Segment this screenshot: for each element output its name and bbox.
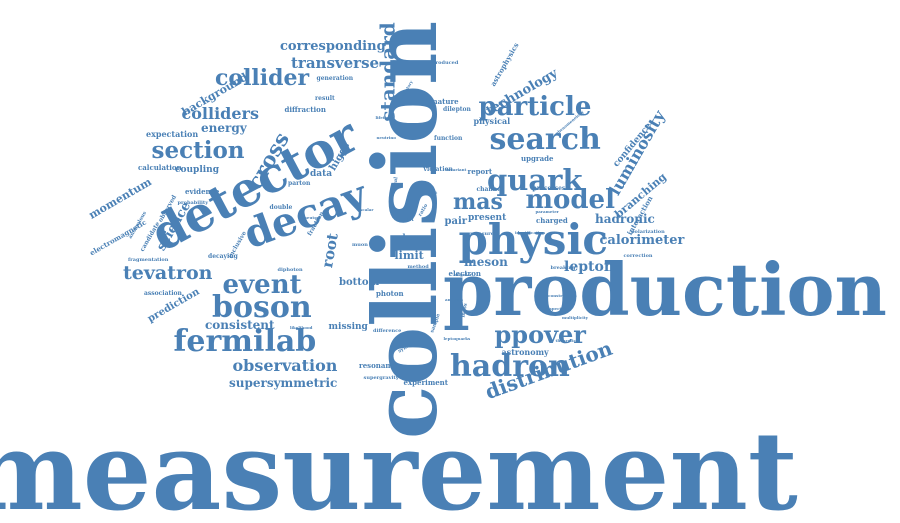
cloud-word-calorimeter: calorimeter bbox=[600, 234, 685, 247]
cloud-word-astrophysics: astrophysics bbox=[489, 41, 520, 87]
cloud-word-generation: generation bbox=[317, 76, 354, 82]
cloud-word-function: function bbox=[434, 136, 462, 142]
cloud-word-diffraction: diffraction bbox=[285, 106, 326, 113]
cloud-word-polarization: polarization bbox=[631, 230, 665, 235]
cloud-word-root: root bbox=[320, 232, 341, 269]
cloud-word-neutrino: neutrino bbox=[377, 136, 396, 140]
cloud-word-upgrade: upgrade bbox=[521, 155, 553, 162]
cloud-word-produced: produced bbox=[432, 61, 458, 66]
cloud-word-method: method bbox=[408, 265, 429, 270]
cloud-word-angular: angular bbox=[455, 273, 472, 277]
cloud-word-processes: processes bbox=[533, 186, 566, 192]
cloud-word-corresponding: corresponding bbox=[280, 40, 386, 53]
cloud-word-photon: photon bbox=[376, 290, 404, 297]
cloud-word-expectation: expectation bbox=[146, 130, 198, 138]
cloud-word-muon: muon bbox=[352, 243, 368, 248]
cloud-word-lifetime: lifetime bbox=[376, 116, 393, 120]
cloud-word-charged: charged bbox=[536, 217, 568, 224]
cloud-word-probability: probability bbox=[178, 201, 209, 206]
cloud-word-jet: jet bbox=[407, 218, 414, 223]
cloud-word-pair: pair bbox=[445, 217, 468, 227]
cloud-word-supergravity: supergravity bbox=[364, 376, 399, 381]
cloud-word-parton: parton bbox=[288, 181, 310, 187]
cloud-word-identification: identification bbox=[515, 231, 545, 235]
cloud-word-neutral: neutral bbox=[304, 216, 320, 220]
cloud-word-transverse: transverse bbox=[291, 56, 379, 71]
cloud-word-leptoquarks: leptoquarks bbox=[444, 337, 471, 341]
cloud-word-parameter: parameter bbox=[536, 210, 559, 214]
cloud-word-observation: observation bbox=[233, 358, 338, 374]
cloud-word-bottom: bottom bbox=[339, 278, 379, 288]
cloud-word-data: data bbox=[310, 170, 332, 179]
cloud-word-energy: energy bbox=[201, 122, 247, 134]
cloud-word-ppover: ppover bbox=[495, 323, 586, 347]
cloud-word-correction: correction bbox=[624, 254, 653, 259]
cloud-word-evidence: evidence bbox=[185, 188, 219, 195]
cloud-word-report: report bbox=[468, 168, 493, 175]
cloud-word-fragmentation: fragmentation bbox=[128, 258, 168, 263]
cloud-word-multiplicity: multiplicity bbox=[562, 316, 588, 320]
cloud-word-invariant: invariant bbox=[446, 168, 466, 172]
cloud-word-theoretical: theoretical bbox=[556, 339, 581, 343]
cloud-word-limit: limit bbox=[395, 250, 424, 261]
cloud-word-standard: standard bbox=[377, 22, 397, 121]
cloud-word-scalar: scalar bbox=[360, 208, 374, 212]
cloud-word-breaking: breaking bbox=[551, 266, 576, 271]
cloud-word-spectrum: spectrum bbox=[550, 307, 571, 311]
cloud-word-production: production bbox=[443, 254, 887, 326]
cloud-word-mas: mas bbox=[453, 191, 503, 213]
cloud-word-resonance: resonance bbox=[359, 362, 399, 369]
cloud-word-result: result bbox=[315, 96, 335, 102]
cloud-word-calculation: calculation bbox=[138, 164, 182, 171]
cloud-word-signature: signature bbox=[421, 98, 459, 105]
cloud-word-consistent: consistent bbox=[205, 319, 275, 331]
cloud-word-decaying: decaying bbox=[208, 254, 238, 260]
cloud-word-astronomy: astronomy bbox=[502, 348, 549, 356]
cloud-word-reconstruction: reconstruction bbox=[544, 294, 577, 298]
cloud-word-event: event bbox=[223, 272, 302, 298]
cloud-word-difference: difference bbox=[373, 329, 401, 334]
cloud-word-likelihood: likelihood bbox=[290, 326, 312, 330]
cloud-word-physical: physical bbox=[474, 117, 511, 125]
cloud-word-dilepton: dilepton bbox=[443, 107, 471, 113]
cloud-word-channel: channel bbox=[477, 187, 504, 193]
cloud-word-tevatron: tevatron bbox=[123, 264, 213, 283]
cloud-word-measure: measure bbox=[470, 232, 494, 237]
cloud-word-double: double bbox=[270, 205, 293, 211]
cloud-word-section: section bbox=[152, 139, 245, 162]
cloud-word-missing: missing bbox=[329, 323, 368, 332]
cloud-word-association: association bbox=[144, 291, 182, 297]
cloud-word-meson: meson bbox=[464, 256, 508, 268]
cloud-word-analysis: analysis bbox=[445, 298, 463, 302]
cloud-word-diphoton: diphoton bbox=[278, 268, 303, 273]
cloud-word-present: present bbox=[468, 214, 506, 223]
cloud-word-experiment: experiment bbox=[404, 379, 449, 386]
cloud-word-supersymmetric: supersymmetric bbox=[229, 377, 337, 389]
cloud-word-search: search bbox=[490, 125, 601, 155]
cloud-word-heavy: heavy bbox=[403, 233, 428, 241]
